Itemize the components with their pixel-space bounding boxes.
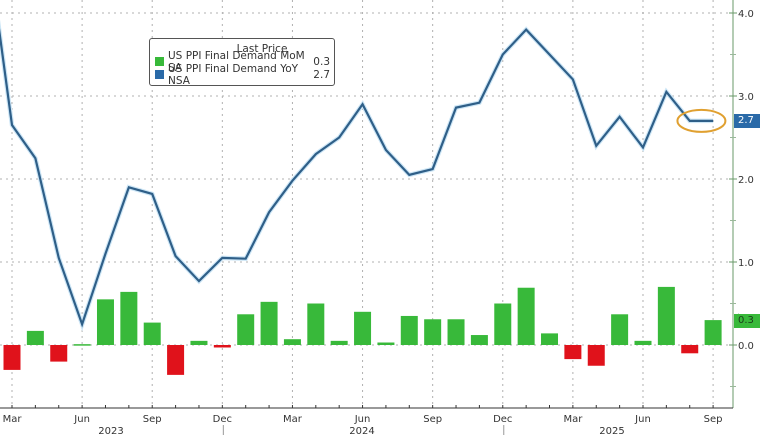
svg-text:Sep: Sep xyxy=(423,414,442,425)
svg-text:Dec: Dec xyxy=(493,414,512,425)
legend-label: US PPI Final Demand YoY NSA xyxy=(168,62,299,87)
legend-value: 0.3 xyxy=(313,55,330,68)
svg-text:Sep: Sep xyxy=(143,414,162,425)
svg-text:Mar: Mar xyxy=(563,414,583,425)
svg-text:Mar: Mar xyxy=(283,414,303,425)
legend-item-mom: US PPI Final Demand MoM SA 0.3 xyxy=(155,50,334,74)
svg-text:Dec: Dec xyxy=(213,414,232,425)
svg-text:Mar: Mar xyxy=(3,414,23,425)
svg-text:Sep: Sep xyxy=(704,414,723,425)
mom-last-value-tag: 0.3 xyxy=(734,314,760,328)
svg-text:4.0: 4.0 xyxy=(738,9,754,20)
svg-text:2025: 2025 xyxy=(599,426,624,435)
yoy-last-value-tag: 2.7 xyxy=(734,114,760,128)
svg-text:0.0: 0.0 xyxy=(738,341,754,352)
svg-text:2024: 2024 xyxy=(349,426,374,435)
svg-text:2023: 2023 xyxy=(98,426,123,435)
svg-text:Jun: Jun xyxy=(73,414,90,425)
legend-label: US PPI Final Demand MoM SA xyxy=(168,49,305,74)
mom-bars xyxy=(3,286,722,375)
yoy-line xyxy=(0,27,714,328)
highlight-ellipse xyxy=(676,108,727,133)
svg-text:Jun: Jun xyxy=(634,414,651,425)
legend-swatch-green xyxy=(155,57,164,66)
legend-title: Last Price xyxy=(236,43,288,55)
legend-value: 2.7 xyxy=(313,68,330,81)
legend-swatch-blue xyxy=(155,70,164,79)
chart-legend: Last Price US PPI Final Demand MoM SA 0.… xyxy=(149,38,335,87)
legend-item-yoy: US PPI Final Demand YoY NSA 2.7 xyxy=(155,63,334,87)
svg-text:1.0: 1.0 xyxy=(738,258,754,269)
svg-text:Jun: Jun xyxy=(354,414,371,425)
svg-text:3.0: 3.0 xyxy=(738,92,754,103)
svg-text:2.0: 2.0 xyxy=(738,175,754,186)
